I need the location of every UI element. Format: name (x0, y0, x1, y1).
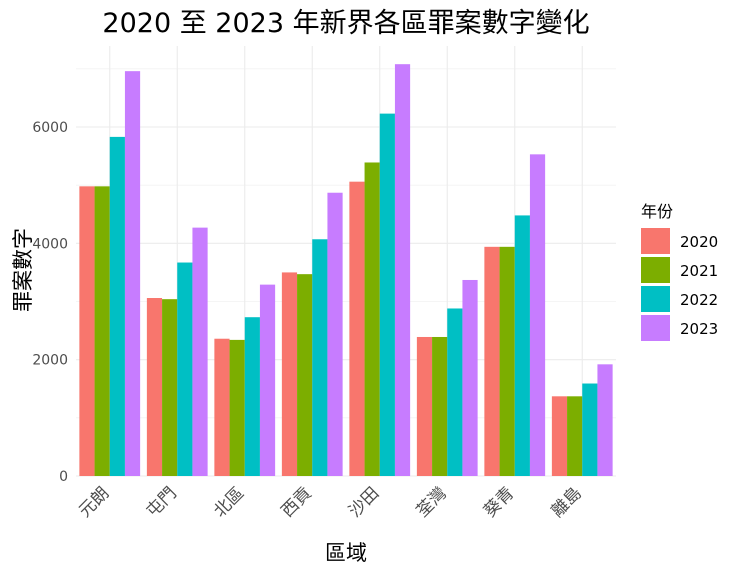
bar-2022-8 (582, 383, 598, 476)
bars-layer (79, 64, 613, 477)
legend-title: 年份 (641, 202, 673, 221)
bar-2023-8 (597, 364, 613, 476)
bar-2021-1 (94, 186, 110, 476)
legend-label-2022: 2022 (680, 291, 718, 309)
bar-2023-3 (259, 284, 276, 476)
bar-2020-2 (146, 298, 163, 476)
bar-2022-4 (312, 239, 328, 476)
x-tick-label: 離島 (548, 483, 586, 521)
bar-2023-2 (192, 227, 208, 476)
bar-2020-3 (214, 338, 230, 476)
bar-2020-7 (484, 246, 500, 476)
chart-title: 2020 至 2023 年新界各區罪案數字變化 (102, 8, 589, 39)
bar-2021-2 (162, 299, 178, 476)
y-axis-title: 罪案數字 (11, 228, 35, 312)
bar-2022-6 (447, 308, 463, 476)
bar-2022-3 (244, 317, 260, 476)
y-tick-label: 0 (59, 469, 68, 485)
bar-2020-1 (79, 186, 95, 476)
bar-2021-5 (364, 162, 380, 476)
legend-label-2021: 2021 (680, 262, 718, 280)
bar-2020-6 (416, 336, 433, 476)
legend-key-2022 (641, 286, 670, 312)
bar-2020-8 (551, 396, 568, 476)
y-tick-label: 2000 (32, 353, 68, 369)
bar-2021-4 (297, 274, 313, 476)
bar-2022-2 (177, 262, 193, 476)
bar-2020-4 (281, 272, 298, 476)
bar-2021-6 (432, 336, 448, 476)
x-tick-label: 沙田 (345, 483, 383, 521)
legend-key-2020 (641, 228, 670, 254)
bar-2021-7 (499, 246, 515, 476)
bar-2022-7 (514, 215, 530, 476)
bar-2021-3 (229, 339, 245, 476)
x-tick-label: 北區 (210, 483, 248, 521)
legend-key-2021 (641, 257, 670, 283)
x-tick-label: 屯門 (143, 483, 181, 521)
bar-2023-1 (124, 71, 141, 476)
x-tick-label: 葵青 (480, 483, 518, 521)
bar-2023-6 (462, 279, 478, 476)
x-tick-label: 元朗 (75, 483, 113, 521)
y-tick-label: 6000 (32, 120, 68, 136)
x-tick-label: 西貢 (278, 483, 316, 521)
y-tick-labels: 0 2000 4000 6000 (32, 120, 68, 485)
legend: 年份 2020 2021 2022 2023 (641, 202, 718, 341)
x-axis-title: 區域 (325, 541, 367, 565)
legend-key-2023 (641, 315, 670, 341)
bar-2021-8 (567, 396, 583, 476)
bar-2022-5 (379, 113, 395, 476)
bar-2023-4 (327, 192, 343, 476)
legend-label-2020: 2020 (680, 233, 718, 251)
bar-2020-5 (349, 181, 365, 476)
x-tick-labels: 元朗 屯門 北區 西貢 沙田 荃灣 葵青 離島 (75, 483, 586, 521)
y-tick-label: 4000 (32, 236, 68, 252)
legend-label-2023: 2023 (680, 320, 718, 338)
bar-2022-1 (109, 136, 125, 476)
x-tick-label: 荃灣 (413, 483, 451, 521)
bar-2023-5 (394, 64, 411, 477)
bar-2023-7 (529, 154, 546, 477)
